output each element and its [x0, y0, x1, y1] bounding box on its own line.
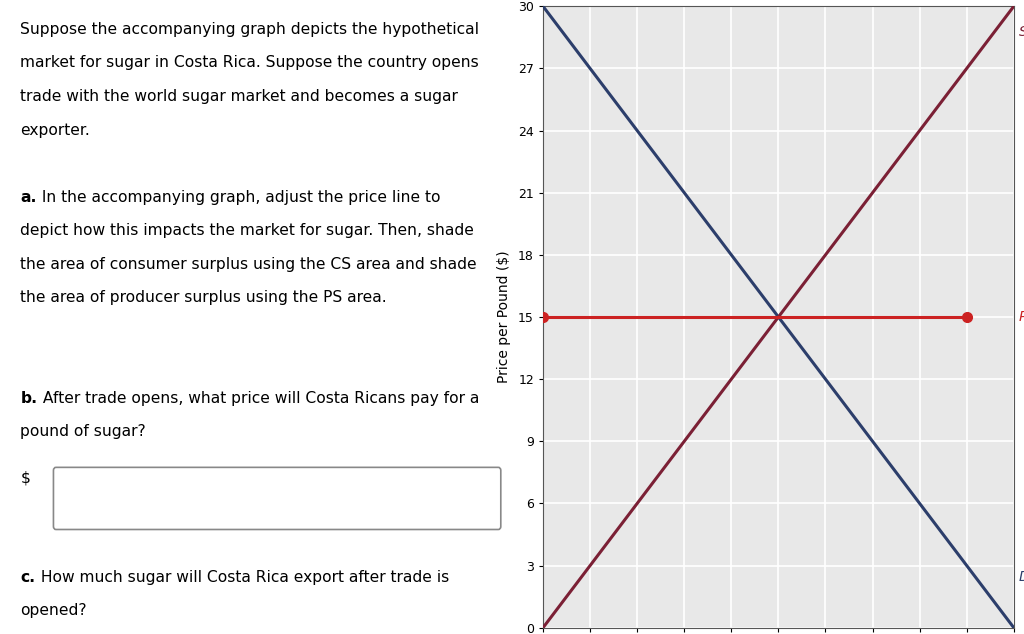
Text: a.: a. — [20, 190, 37, 205]
Text: the area of producer surplus using the PS area.: the area of producer surplus using the P… — [20, 290, 387, 306]
Text: $: $ — [20, 470, 31, 486]
Text: Suppose the accompanying graph depicts the hypothetical: Suppose the accompanying graph depicts t… — [20, 22, 479, 37]
Text: Supply: Supply — [1019, 25, 1024, 39]
Y-axis label: Price per Pound ($): Price per Pound ($) — [498, 250, 511, 384]
FancyBboxPatch shape — [53, 467, 501, 529]
Text: In the accompanying graph, adjust the price line to: In the accompanying graph, adjust the pr… — [37, 190, 440, 205]
Text: market for sugar in Costa Rica. Suppose the country opens: market for sugar in Costa Rica. Suppose … — [20, 55, 479, 70]
Text: c.: c. — [20, 570, 36, 585]
Text: Price: Price — [1019, 310, 1024, 324]
Text: opened?: opened? — [20, 604, 87, 618]
Text: exporter.: exporter. — [20, 122, 90, 138]
Text: Demand: Demand — [1019, 570, 1024, 584]
Text: After trade opens, what price will Costa Ricans pay for a: After trade opens, what price will Costa… — [38, 391, 479, 406]
Text: b.: b. — [20, 391, 38, 406]
Text: pound of sugar?: pound of sugar? — [20, 425, 146, 439]
Text: trade with the world sugar market and becomes a sugar: trade with the world sugar market and be… — [20, 89, 459, 104]
Text: How much sugar will Costa Rica export after trade is: How much sugar will Costa Rica export af… — [36, 570, 449, 585]
Text: the area of consumer surplus using the CS area and shade: the area of consumer surplus using the C… — [20, 257, 477, 272]
Text: depict how this impacts the market for sugar. Then, shade: depict how this impacts the market for s… — [20, 223, 474, 238]
